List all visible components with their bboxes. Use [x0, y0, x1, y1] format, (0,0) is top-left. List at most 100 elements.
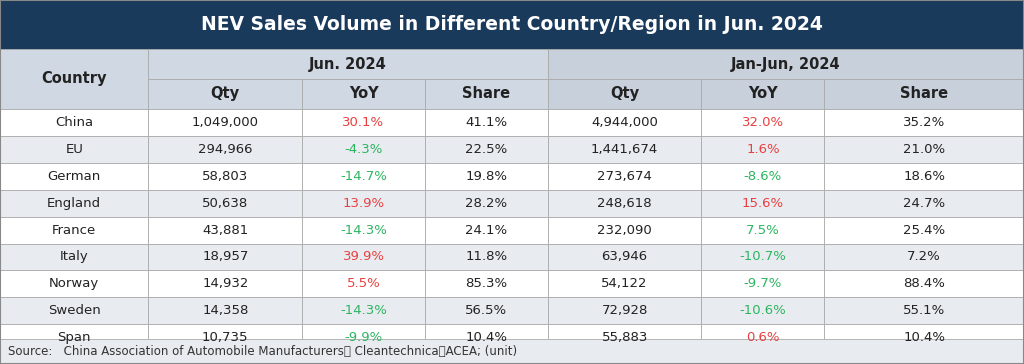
- Text: NEV Sales Volume in Different Country/Region in Jun. 2024: NEV Sales Volume in Different Country/Re…: [201, 15, 823, 34]
- Text: 13.9%: 13.9%: [342, 197, 385, 210]
- Text: Share: Share: [900, 86, 948, 102]
- Bar: [548, 49, 1024, 79]
- Bar: [548, 136, 701, 163]
- Text: Share: Share: [463, 86, 510, 102]
- Bar: [701, 244, 824, 270]
- Bar: [0, 136, 148, 163]
- Text: -9.7%: -9.7%: [743, 277, 782, 290]
- Text: -14.7%: -14.7%: [340, 170, 387, 183]
- Text: Jun. 2024: Jun. 2024: [309, 56, 387, 72]
- Text: 273,674: 273,674: [597, 170, 652, 183]
- Text: 25.4%: 25.4%: [903, 223, 945, 237]
- Bar: [148, 244, 302, 270]
- Bar: [302, 270, 425, 297]
- Text: 10,735: 10,735: [202, 331, 249, 344]
- Bar: [148, 324, 302, 351]
- Text: 7.2%: 7.2%: [907, 250, 941, 264]
- Text: 1,049,000: 1,049,000: [191, 116, 259, 129]
- Bar: [0, 0, 1024, 49]
- Text: EU: EU: [66, 143, 83, 156]
- Bar: [0, 190, 148, 217]
- Text: 35.2%: 35.2%: [903, 116, 945, 129]
- Bar: [824, 324, 1024, 351]
- Text: 0.6%: 0.6%: [746, 331, 779, 344]
- Bar: [425, 324, 548, 351]
- Text: 10.4%: 10.4%: [903, 331, 945, 344]
- Bar: [148, 270, 302, 297]
- Text: 41.1%: 41.1%: [465, 116, 508, 129]
- Text: -14.3%: -14.3%: [340, 304, 387, 317]
- Text: -8.6%: -8.6%: [743, 170, 782, 183]
- Bar: [148, 109, 302, 136]
- Bar: [701, 136, 824, 163]
- Text: 72,928: 72,928: [601, 304, 648, 317]
- Text: Qty: Qty: [211, 86, 240, 102]
- Text: 43,881: 43,881: [202, 223, 249, 237]
- Bar: [548, 270, 701, 297]
- Bar: [701, 79, 824, 109]
- Text: YoY: YoY: [749, 86, 777, 102]
- Bar: [824, 190, 1024, 217]
- Text: 55.1%: 55.1%: [903, 304, 945, 317]
- Text: France: France: [52, 223, 96, 237]
- Bar: [425, 217, 548, 244]
- Text: 5.5%: 5.5%: [347, 277, 380, 290]
- Text: 18,957: 18,957: [202, 250, 249, 264]
- Bar: [824, 217, 1024, 244]
- Text: 21.0%: 21.0%: [903, 143, 945, 156]
- Text: 28.2%: 28.2%: [465, 197, 508, 210]
- Bar: [548, 297, 701, 324]
- Text: YoY: YoY: [349, 86, 378, 102]
- Bar: [0, 270, 148, 297]
- Text: Sweden: Sweden: [48, 304, 100, 317]
- Bar: [548, 163, 701, 190]
- Text: 24.7%: 24.7%: [903, 197, 945, 210]
- Bar: [0, 109, 148, 136]
- Text: 54,122: 54,122: [601, 277, 648, 290]
- Text: 248,618: 248,618: [597, 197, 652, 210]
- Text: 1.6%: 1.6%: [746, 143, 779, 156]
- Text: 10.4%: 10.4%: [465, 331, 508, 344]
- Bar: [302, 136, 425, 163]
- Bar: [701, 190, 824, 217]
- Bar: [148, 297, 302, 324]
- Text: Span: Span: [57, 331, 91, 344]
- Text: 19.8%: 19.8%: [465, 170, 508, 183]
- Text: -10.6%: -10.6%: [739, 304, 786, 317]
- Text: 50,638: 50,638: [202, 197, 249, 210]
- Bar: [824, 270, 1024, 297]
- Text: 4,944,000: 4,944,000: [591, 116, 658, 129]
- Bar: [0, 297, 148, 324]
- Text: 85.3%: 85.3%: [465, 277, 508, 290]
- Text: 39.9%: 39.9%: [342, 250, 385, 264]
- Bar: [425, 79, 548, 109]
- Text: 14,358: 14,358: [202, 304, 249, 317]
- Bar: [548, 244, 701, 270]
- Bar: [824, 79, 1024, 109]
- Text: -4.3%: -4.3%: [344, 143, 383, 156]
- Bar: [302, 109, 425, 136]
- Bar: [148, 217, 302, 244]
- Text: 1,441,674: 1,441,674: [591, 143, 658, 156]
- Text: 11.8%: 11.8%: [465, 250, 508, 264]
- Bar: [302, 244, 425, 270]
- Bar: [0, 49, 148, 109]
- Bar: [302, 217, 425, 244]
- Bar: [824, 109, 1024, 136]
- Bar: [302, 297, 425, 324]
- Bar: [0, 339, 1024, 364]
- Text: 63,946: 63,946: [601, 250, 648, 264]
- Text: 24.1%: 24.1%: [465, 223, 508, 237]
- Text: Country: Country: [42, 71, 106, 87]
- Text: 30.1%: 30.1%: [342, 116, 385, 129]
- Bar: [701, 297, 824, 324]
- Text: 7.5%: 7.5%: [746, 223, 779, 237]
- Bar: [302, 163, 425, 190]
- Bar: [548, 79, 701, 109]
- Bar: [701, 324, 824, 351]
- Bar: [425, 163, 548, 190]
- Bar: [425, 136, 548, 163]
- Bar: [425, 244, 548, 270]
- Bar: [548, 217, 701, 244]
- Text: Italy: Italy: [59, 250, 89, 264]
